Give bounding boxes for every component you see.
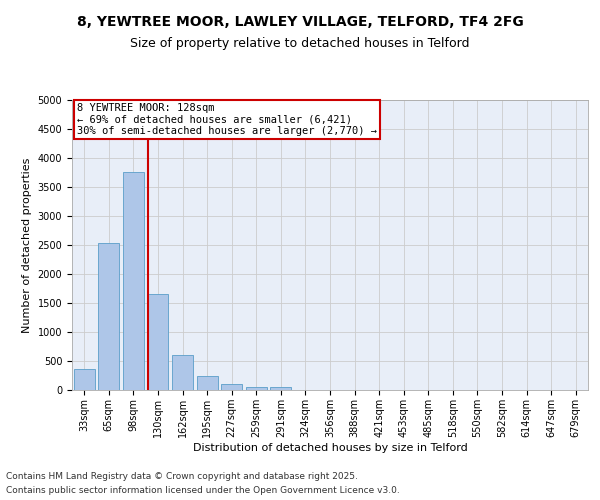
Bar — [246, 387, 267, 390]
Bar — [197, 376, 218, 390]
Bar — [172, 354, 193, 390]
Bar — [74, 368, 95, 390]
Bar — [123, 172, 144, 390]
Text: 8, YEWTREE MOOR, LAWLEY VILLAGE, TELFORD, TF4 2FG: 8, YEWTREE MOOR, LAWLEY VILLAGE, TELFORD… — [77, 15, 523, 29]
Text: Contains public sector information licensed under the Open Government Licence v3: Contains public sector information licen… — [6, 486, 400, 495]
Bar — [221, 384, 242, 390]
Bar — [98, 242, 119, 390]
Bar — [148, 294, 169, 390]
Text: Size of property relative to detached houses in Telford: Size of property relative to detached ho… — [130, 38, 470, 51]
X-axis label: Distribution of detached houses by size in Telford: Distribution of detached houses by size … — [193, 442, 467, 452]
Bar — [271, 387, 292, 390]
Text: Contains HM Land Registry data © Crown copyright and database right 2025.: Contains HM Land Registry data © Crown c… — [6, 472, 358, 481]
Text: 8 YEWTREE MOOR: 128sqm
← 69% of detached houses are smaller (6,421)
30% of semi-: 8 YEWTREE MOOR: 128sqm ← 69% of detached… — [77, 103, 377, 136]
Y-axis label: Number of detached properties: Number of detached properties — [22, 158, 32, 332]
